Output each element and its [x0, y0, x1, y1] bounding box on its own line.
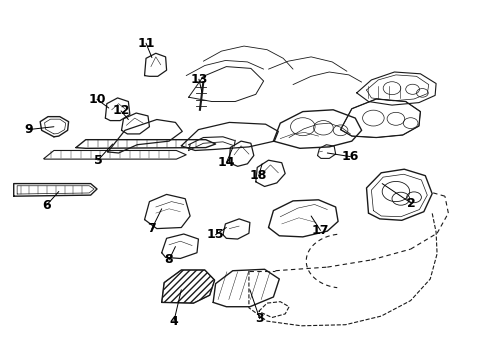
- Text: 17: 17: [312, 224, 329, 237]
- Text: 2: 2: [407, 197, 416, 210]
- Text: 7: 7: [147, 222, 156, 235]
- Text: 11: 11: [137, 37, 155, 50]
- Text: 16: 16: [342, 150, 359, 163]
- Text: 3: 3: [255, 312, 264, 325]
- Text: 4: 4: [170, 315, 178, 328]
- Text: 9: 9: [24, 123, 33, 136]
- Text: 15: 15: [207, 228, 224, 241]
- Text: 10: 10: [88, 93, 106, 106]
- Text: 6: 6: [42, 199, 51, 212]
- Text: 14: 14: [218, 156, 235, 169]
- Text: 5: 5: [94, 154, 102, 167]
- Text: 12: 12: [112, 104, 130, 117]
- Text: 18: 18: [250, 169, 268, 182]
- Text: 13: 13: [190, 73, 208, 86]
- Text: 8: 8: [165, 253, 173, 266]
